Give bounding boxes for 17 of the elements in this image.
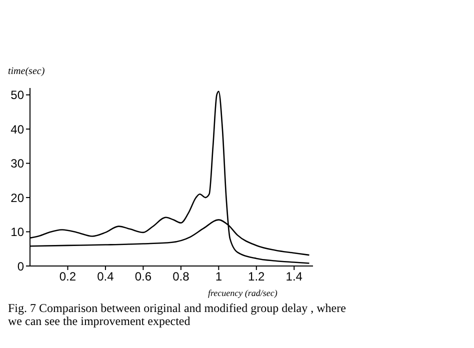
- x-tick-label: 1: [215, 270, 222, 284]
- line-series: [30, 90, 310, 264]
- y-tick-label: 10: [10, 225, 24, 240]
- y-tick-label: 30: [10, 156, 24, 171]
- x-tick-label: 0.8: [172, 270, 190, 284]
- x-tick-label: 0.2: [59, 270, 76, 284]
- y-axis-title: time(sec): [8, 66, 45, 77]
- y-tick-label: 20: [10, 190, 24, 205]
- y-tick-label: 0: [17, 259, 24, 274]
- y-tick-label: 50: [10, 88, 24, 102]
- x-tick-label: 1.2: [248, 270, 266, 284]
- x-tick-label: 0.6: [134, 270, 152, 284]
- y-tick-label: 40: [10, 122, 24, 136]
- x-axis-title: frecuency (rad/sec): [208, 288, 278, 298]
- x-tick-label: 0.4: [97, 270, 114, 284]
- x-tick-label: 1.4: [286, 270, 303, 284]
- caption: Fig. 7 Comparison between original and modified group delay , where we can see the improvement expected: [8, 301, 347, 328]
